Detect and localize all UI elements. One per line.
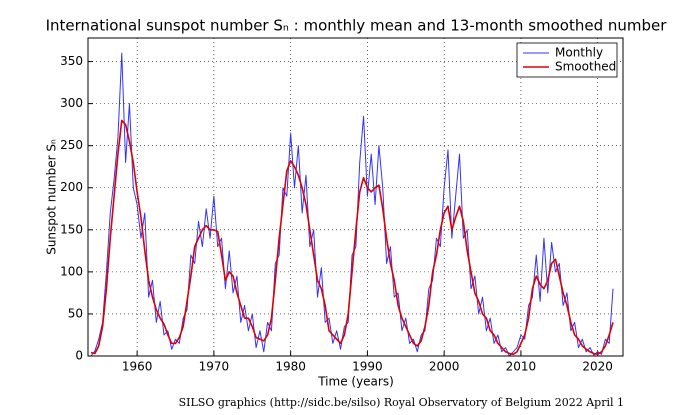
- legend-label: Monthly: [555, 46, 603, 60]
- footer: SILSO graphics (http://sidc.be/silso) Ro…: [179, 396, 624, 409]
- plot-frame: [87, 37, 624, 357]
- series-line: [90, 52, 614, 357]
- x-tick-label: 2010: [506, 360, 537, 374]
- x-tick-label: 2000: [429, 360, 460, 374]
- y-tick-label: 200: [60, 180, 83, 194]
- x-axis-label: Time (years): [317, 375, 394, 389]
- y-tick-label: 0: [75, 349, 83, 363]
- y-tick-label: 350: [60, 54, 83, 68]
- y-tick-label: 150: [60, 222, 83, 236]
- y-tick-label: 300: [60, 96, 83, 110]
- x-tick-label: 1980: [275, 360, 306, 374]
- y-tick-label: 50: [68, 306, 83, 320]
- series-line: [90, 119, 614, 356]
- y-tick-label: 250: [60, 138, 83, 152]
- x-tick-label: 2020: [582, 360, 613, 374]
- x-tick-label: 1970: [199, 360, 230, 374]
- chart-title: International sunspot number Sₙ : monthl…: [46, 17, 668, 35]
- y-axis-label: Sunspot number Sₙ: [45, 139, 59, 255]
- y-tick-label: 100: [60, 264, 83, 278]
- legend-box: [516, 42, 618, 78]
- x-tick-label: 1990: [352, 360, 383, 374]
- x-tick-label: 1960: [122, 360, 153, 374]
- legend-label: Smoothed: [555, 60, 616, 74]
